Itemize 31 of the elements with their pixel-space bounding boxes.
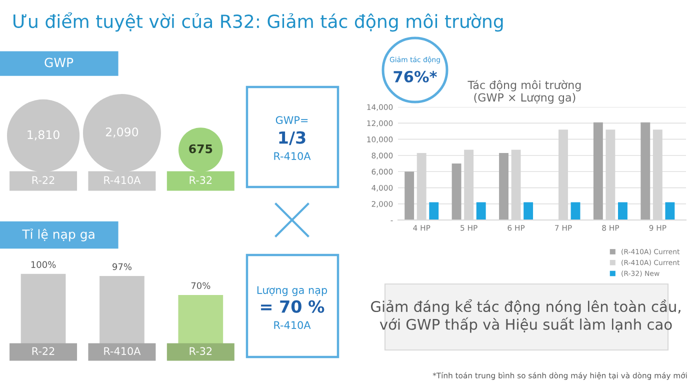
chart-title: Tác động môi trường (GWP × Lượng ga) <box>468 80 581 104</box>
data-label: 100% <box>31 261 56 268</box>
bar <box>570 202 580 220</box>
x-tick-label: R-22 <box>32 347 54 355</box>
bar <box>429 202 439 220</box>
text: 76%* <box>394 70 437 82</box>
x-tick-label: R-32 <box>190 347 212 356</box>
bar <box>404 172 414 220</box>
bar <box>499 153 508 220</box>
text: R-410A <box>274 152 311 160</box>
bar <box>618 202 628 220</box>
text: 1/3 <box>279 131 306 146</box>
text: Giảm đáng kể tác động nóng lên toàn cầu, với GWP thấp và Hiệu suất làm lạnh cao <box>371 299 680 333</box>
x-tick-label: R-410A <box>104 347 141 356</box>
bar <box>665 202 675 220</box>
chart-title: Tỉ lệ nạp ga <box>22 228 94 242</box>
text: Lượng ga nạp <box>257 286 328 296</box>
bar <box>524 202 534 220</box>
bar <box>452 164 462 220</box>
bar <box>593 122 603 220</box>
data-label: 97% <box>112 263 132 270</box>
text: R-410A <box>274 321 311 330</box>
category-label: R-32 <box>190 176 212 184</box>
text: = 70 % <box>261 300 324 313</box>
data-label: 675 <box>189 144 212 154</box>
bar <box>640 122 650 220</box>
text: GWP= <box>276 116 308 124</box>
text: Ưu điểm tuyệt vời của R32: Giảm tác động môi trường <box>14 12 503 32</box>
data-label: 70% <box>191 282 210 290</box>
text: GWP <box>44 58 74 68</box>
bar <box>476 202 486 220</box>
